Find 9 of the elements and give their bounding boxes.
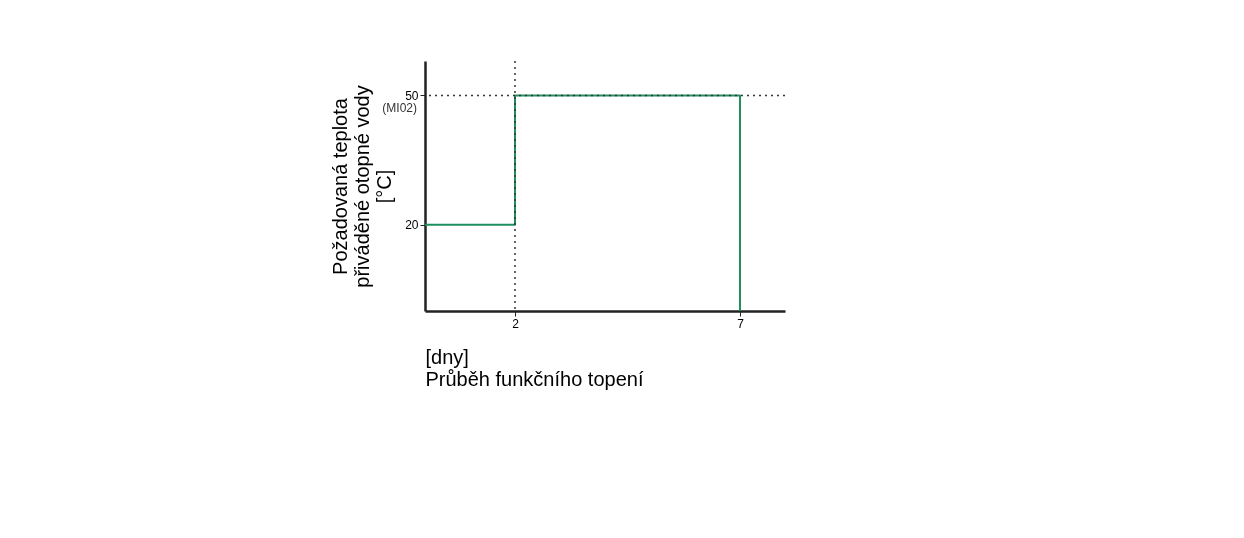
- text: [°C]: [373, 169, 396, 204]
- x-axis-title: Průběh funkčního topení: [425, 367, 644, 390]
- text: [dny]: [425, 345, 469, 368]
- annotation: (MI02): [382, 101, 417, 116]
- y-axis-title: Požadovaná teplota přiváděné otopné vody: [329, 85, 374, 288]
- x-tick-label: 7: [737, 316, 745, 331]
- y-tick-label: 50: [405, 88, 419, 103]
- y-tick-label: 20: [405, 218, 419, 233]
- x-tick-label: 2: [512, 316, 520, 331]
